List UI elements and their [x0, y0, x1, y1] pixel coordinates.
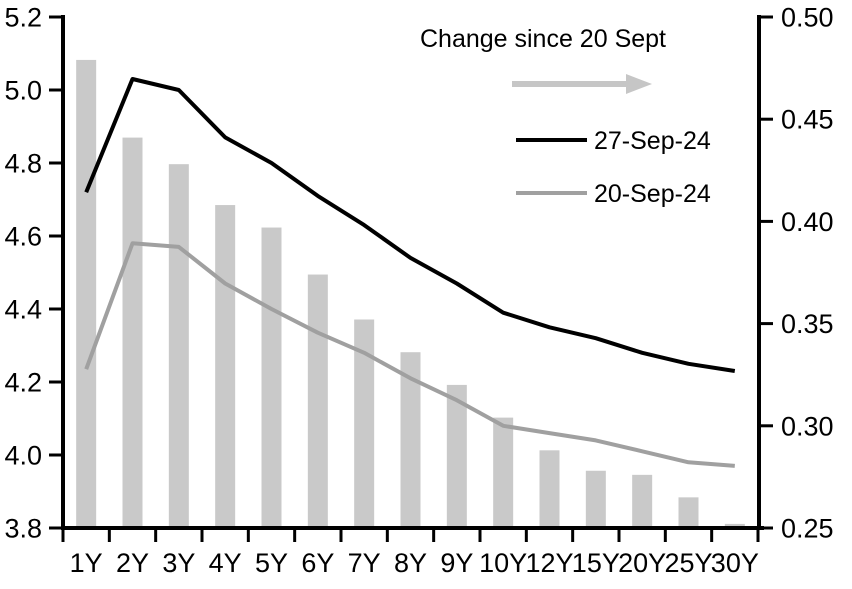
left-axis-tick-label: 4.2 — [4, 367, 42, 397]
left-axis-tick-label: 4.4 — [4, 294, 42, 324]
bar-20Y — [632, 474, 653, 528]
x-tick-label-4Y: 4Y — [209, 548, 242, 578]
bar-1Y — [76, 59, 97, 528]
bar-5Y — [261, 227, 282, 529]
legend-item-27-sep-24: 27-Sep-24 — [516, 127, 711, 155]
x-tick-label-2Y: 2Y — [116, 548, 149, 578]
axes: 5.2 5.0 4.8 4.6 4.4 4.2 4.0 3.8 0.50 0.45 0.40 0.35… — [4, 2, 833, 578]
right-axis-tick-label: 0.30 — [781, 411, 834, 441]
legend-label-27-sep-24: 27-Sep-24 — [594, 127, 711, 155]
legend: Change since 20 Sept 27-Sep-24 20-Sep-24 — [420, 25, 711, 208]
x-tick-label-1Y: 1Y — [70, 548, 103, 578]
right-axis-tick-label: 0.35 — [781, 309, 834, 339]
line-20-sep-24 — [84, 241, 735, 468]
bar-6Y — [307, 274, 328, 528]
x-tick-label-8Y: 8Y — [394, 548, 427, 578]
right-axis-tick-label: 0.40 — [781, 207, 834, 237]
left-axis-tick-label: 4.0 — [4, 440, 42, 470]
change-arrow-icon — [512, 74, 652, 94]
line-27-sep-24 — [84, 77, 736, 373]
legend-title: Change since 20 Sept — [420, 25, 666, 53]
x-tick-label-7Y: 7Y — [348, 548, 381, 578]
right-axis-tick-label: 0.25 — [781, 513, 834, 543]
x-tick-label-25Y: 25Y — [664, 548, 712, 578]
x-tick-label-6Y: 6Y — [301, 548, 334, 578]
bar-4Y — [215, 205, 236, 528]
x-tick-label-9Y: 9Y — [440, 548, 473, 578]
bar-15Y — [585, 470, 606, 528]
bar-7Y — [354, 319, 375, 528]
bar-8Y — [400, 352, 421, 528]
bar-12Y — [539, 450, 560, 528]
legend-item-20-sep-24: 20-Sep-24 — [516, 180, 711, 208]
bar-2Y — [122, 137, 143, 528]
x-tick-label-10Y: 10Y — [479, 548, 527, 578]
x-tick-label-12Y: 12Y — [525, 548, 573, 578]
bar-9Y — [446, 384, 467, 528]
right-axis-tick-label: 0.50 — [781, 2, 834, 32]
bar-30Y — [724, 523, 745, 528]
x-tick-label-20Y: 20Y — [618, 548, 666, 578]
x-tick-label-30Y: 30Y — [711, 548, 759, 578]
legend-label-20-sep-24: 20-Sep-24 — [594, 180, 711, 208]
x-tick-label-5Y: 5Y — [255, 548, 288, 578]
bar-series-change-since-20-sept — [76, 59, 745, 529]
left-axis-tick-label: 3.8 — [4, 513, 42, 543]
bar-25Y — [678, 497, 699, 528]
x-tick-label-3Y: 3Y — [162, 548, 195, 578]
bar-10Y — [493, 417, 514, 528]
right-axis-tick-label: 0.45 — [781, 105, 834, 135]
left-axis-tick-label: 5.2 — [4, 2, 42, 32]
left-axis-tick-label: 4.6 — [4, 221, 42, 251]
left-axis-tick-label: 5.0 — [4, 75, 42, 105]
x-tick-label-15Y: 15Y — [572, 548, 620, 578]
left-axis-tick-label: 4.8 — [4, 148, 42, 178]
bar-3Y — [168, 164, 189, 528]
